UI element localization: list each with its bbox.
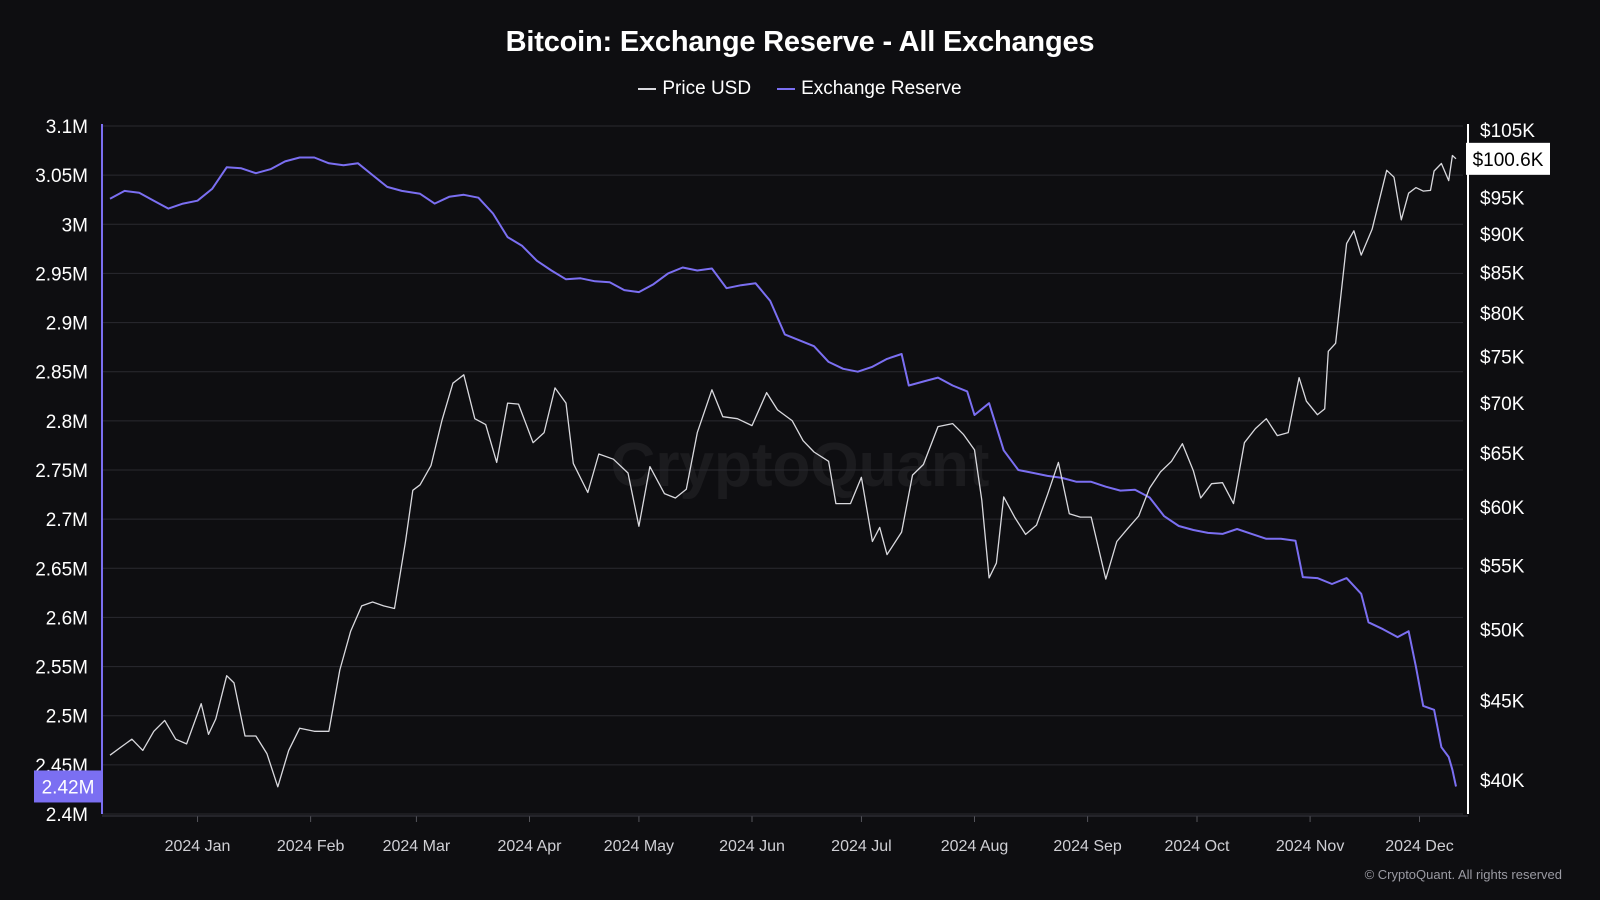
x-tick-label: 2024 Aug [941,838,1009,855]
y-left-tick-label: 2.65M [35,559,88,580]
y-left-tick-label: 3.05M [35,166,88,187]
y-right-tick-label: $85K [1480,263,1525,284]
y-right-tick-label: $90K [1480,225,1525,246]
reserve-current-badge [34,770,102,803]
legend-label-price: Price USD [662,78,752,99]
chart-title: Bitcoin: Exchange Reserve - All Exchange… [505,26,1095,58]
y-right-tick-label: $75K [1480,348,1525,369]
y-right-tick-label: $105K [1480,121,1535,142]
x-tick-label: 2024 Apr [497,838,562,855]
y-left-tick-label: 2.95M [35,264,88,285]
y-right-tick-label: $70K [1480,394,1525,415]
legend-item-price[interactable]: Price USD [638,78,751,100]
y-right-tick-label: $80K [1480,304,1525,325]
x-tick-label: 2024 Mar [383,838,451,855]
chart-legend: Price USD Exchange Reserve [0,78,1600,100]
legend-label-reserve: Exchange Reserve [801,78,962,99]
y-left-tick-label: 2.85M [35,363,88,384]
y-left-tick-label: 2.4M [46,805,88,826]
x-tick-label: 2024 Jun [719,838,785,855]
y-left-tick-label: 2.7M [46,510,88,531]
x-tick-label: 2024 Nov [1276,838,1345,855]
legend-swatch-reserve [777,88,796,90]
axes [101,124,1469,822]
y-left-tick-label: 2.6M [46,608,88,629]
copyright-notice: © CryptoQuant. All rights reserved [1364,867,1562,882]
watermark: CryptoQuant [610,431,990,500]
price-current-badge [1466,142,1550,175]
x-tick-label: 2024 Jul [831,838,892,855]
y-left-tick-label: 2.8M [46,412,88,433]
y-left-tick-label: 2.5M [46,707,88,728]
series-line-exchange-reserve[interactable] [109,156,1457,787]
y-right-tick-label: $60K [1480,498,1525,519]
y-right-tick-label: $45K [1480,692,1525,713]
reserve-current-label: 2.42M [42,777,95,798]
x-tick-label: 2024 Feb [277,838,345,855]
legend-swatch-price [638,88,657,90]
tick-labels: 2.4M2.45M2.5M2.55M2.6M2.65M2.7M2.75M2.8M… [34,117,1550,855]
x-tick-label: 2024 Jan [165,838,231,855]
x-tick-label: 2024 Oct [1165,838,1230,855]
grid-lines [102,125,1463,815]
y-right-tick-label: $55K [1480,557,1525,578]
series-lines [109,154,1457,788]
y-left-tick-label: 2.9M [46,314,88,335]
legend-item-reserve[interactable]: Exchange Reserve [777,78,962,100]
y-left-tick-label: 3.1M [46,117,88,138]
y-right-tick-label: $50K [1480,621,1525,642]
price-current-label: $100.6K [1473,150,1544,171]
y-left-tick-label: 3M [62,215,88,236]
y-left-tick-label: 2.55M [35,658,88,679]
y-left-tick-label: 2.75M [35,461,88,482]
x-tick-label: 2024 May [604,838,674,855]
x-tick-label: 2024 Sep [1053,838,1122,855]
x-tick-label: 2024 Dec [1385,838,1454,855]
y-right-tick-label: $40K [1480,771,1525,792]
y-right-tick-label: $65K [1480,444,1525,465]
y-right-tick-label: $95K [1480,188,1525,209]
series-line-price-usd[interactable] [109,154,1457,788]
